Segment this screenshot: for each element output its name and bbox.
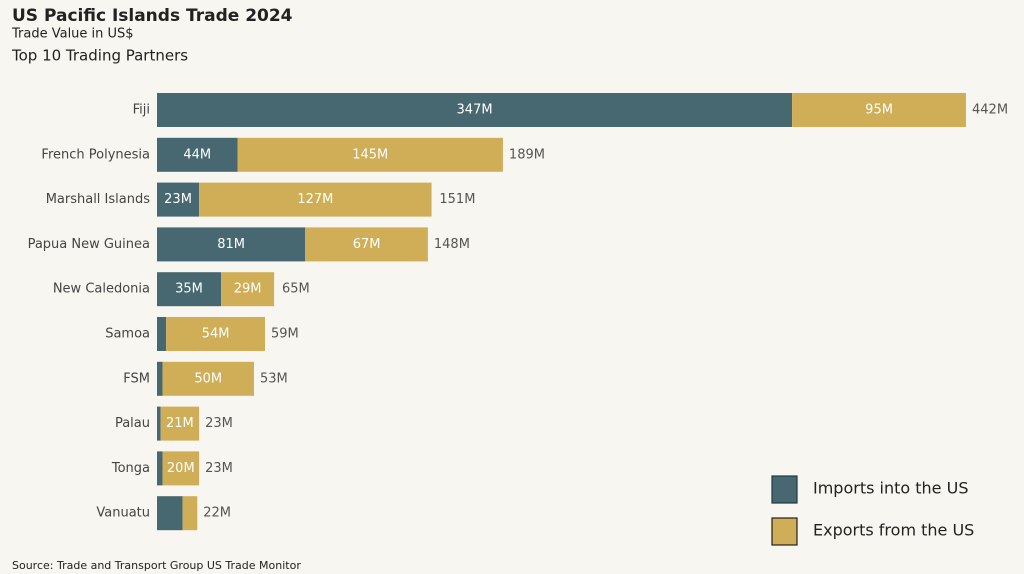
bar-segment xyxy=(157,406,161,441)
category-label: Samoa xyxy=(105,327,150,342)
bar-segment xyxy=(157,137,238,172)
bar-segment xyxy=(305,227,428,262)
value-label: 67M xyxy=(353,237,381,252)
total-label: 53M xyxy=(260,371,288,386)
bar-segment xyxy=(182,496,198,531)
total-label: 23M xyxy=(205,461,233,476)
total-label: 148M xyxy=(434,237,470,252)
bar-segment xyxy=(792,93,966,127)
category-label: Palau xyxy=(115,416,150,431)
bar-segment xyxy=(157,272,222,307)
total-label: 442M xyxy=(972,103,1008,118)
bar-segment xyxy=(157,227,306,262)
legend-swatch xyxy=(771,475,798,504)
legend-label: Imports into the US xyxy=(813,479,968,498)
category-label: French Polynesia xyxy=(41,147,150,162)
total-label: 65M xyxy=(282,282,310,297)
category-label: Papua New Guinea xyxy=(28,237,150,252)
category-label: Vanuatu xyxy=(96,506,150,521)
source: Source: Trade and Transport Group US Tra… xyxy=(12,559,301,572)
category-label: FSM xyxy=(123,371,150,386)
value-label: 50M xyxy=(194,371,222,386)
chart-heading: Top 10 Trading Partners xyxy=(11,47,188,65)
total-label: 23M xyxy=(205,416,233,431)
value-label: 145M xyxy=(352,147,388,162)
legend-swatch xyxy=(771,517,798,546)
value-label: 44M xyxy=(183,147,211,162)
bar-segment xyxy=(221,272,275,307)
total-label: 151M xyxy=(439,192,475,207)
bar-segment xyxy=(160,406,200,441)
value-label: 20M xyxy=(167,461,195,476)
value-label: 35M xyxy=(175,282,203,297)
category-label: Fiji xyxy=(133,103,150,118)
bar-segment xyxy=(157,451,163,486)
total-label: 189M xyxy=(509,147,545,162)
legend-label: Exports from the US xyxy=(813,521,974,540)
bar-segment xyxy=(199,182,432,217)
value-label: 23M xyxy=(164,192,192,207)
value-label: 21M xyxy=(166,416,194,431)
value-label: 95M xyxy=(865,103,893,118)
value-label: 347M xyxy=(457,103,493,118)
bar-segment xyxy=(162,451,200,486)
chart-title: US Pacific Islands Trade 2024 xyxy=(12,6,293,26)
bar-segment xyxy=(157,317,167,351)
bar-segment xyxy=(157,182,200,217)
bar-segment xyxy=(162,361,255,396)
value-label: 29M xyxy=(234,282,262,297)
bar-segment xyxy=(157,496,183,531)
category-label: Tonga xyxy=(111,461,150,476)
bar-segment xyxy=(157,361,163,396)
category-label: New Caledonia xyxy=(53,282,150,297)
total-label: 59M xyxy=(271,327,299,342)
category-label: Marshall Islands xyxy=(46,192,151,207)
bar-segment xyxy=(157,93,793,127)
chart-subtitle: Trade Value in US$ xyxy=(11,27,134,42)
value-label: 81M xyxy=(217,237,245,252)
bar-segment xyxy=(166,317,265,351)
total-label: 22M xyxy=(203,506,231,521)
value-label: 54M xyxy=(202,327,230,342)
value-label: 127M xyxy=(297,192,333,207)
bar-segment xyxy=(237,137,503,172)
